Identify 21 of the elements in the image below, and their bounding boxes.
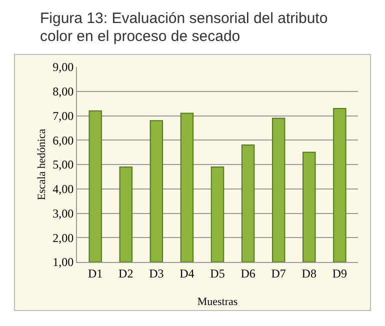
x-tick-label: D7	[271, 266, 286, 280]
x-tick-label: D8	[302, 266, 316, 280]
x-tick-label: D3	[149, 266, 164, 280]
y-tick-label: 6,00	[52, 133, 74, 148]
x-tick-label: D4	[180, 266, 194, 280]
chart-title: Figura 13: Evaluación sensorial del atributo color en el proceso de secado	[39, 9, 329, 46]
x-tick-label: D9	[332, 266, 348, 280]
y-tick-label: 8,00	[52, 84, 74, 99]
y-tick-label: 7,00	[52, 108, 74, 123]
y-tick-label: 4,00	[52, 182, 74, 196]
x-tick-label: D2	[118, 266, 134, 280]
x-axis-title: Muestras	[197, 296, 238, 308]
x-tick-label: D1	[88, 266, 103, 280]
y-tick-label: 2,00	[52, 230, 74, 245]
y-tick-label: 3,00	[52, 206, 74, 220]
y-tick-label: 1,00	[52, 255, 74, 270]
x-tick-label: D6	[240, 266, 256, 280]
y-tick-label: 5,00	[52, 158, 74, 172]
x-tick-label: D5	[210, 266, 225, 280]
y-axis-title: Escala hedónica	[36, 128, 48, 200]
y-tick-label: 9,00	[52, 60, 74, 74]
